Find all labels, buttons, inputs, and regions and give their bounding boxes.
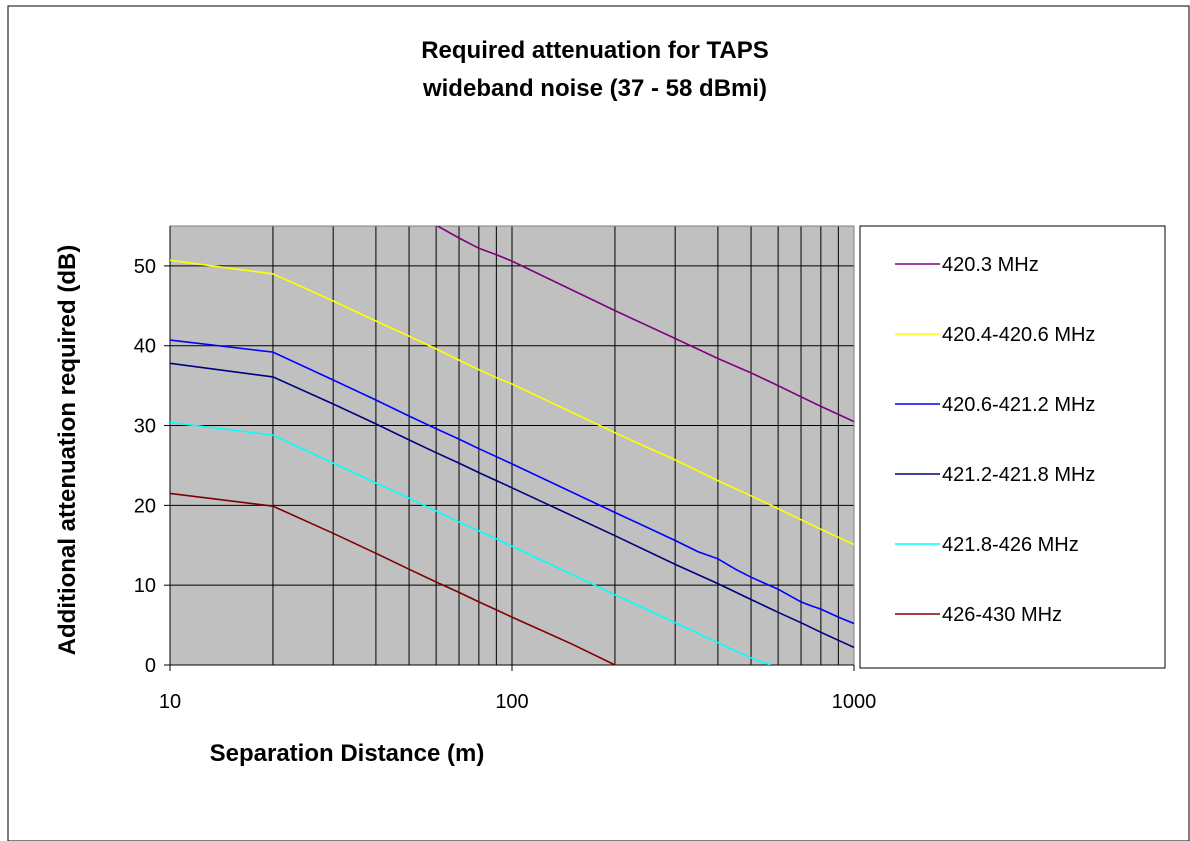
y-tick-label: 40 (134, 336, 156, 358)
y-tick-label: 0 (145, 655, 156, 677)
y-tick-label: 30 (134, 416, 156, 438)
y-tick-label: 20 (134, 495, 156, 517)
legend-label: 420.3 MHz (942, 254, 1039, 276)
series-lines (170, 226, 854, 665)
series-line-3 (170, 339, 854, 625)
x-tick-label: 10 (159, 691, 181, 713)
series-line-2 (170, 259, 854, 546)
series-line-1 (435, 226, 854, 423)
legend-label: 421.2-421.8 MHz (942, 464, 1095, 486)
legend-label: 420.6-421.2 MHz (942, 394, 1095, 416)
legend-label: 420.4-420.6 MHz (942, 324, 1095, 346)
y-axis-label: Additional attenuation required (dB) (54, 245, 81, 656)
axes (164, 226, 855, 671)
chart-subtitle: wideband noise (37 - 58 dBmi) (422, 75, 767, 102)
legend: 420.3 MHz 420.4-420.6 MHz 420.6-421.2 MHz 4… (859, 225, 1166, 669)
legend-label: 421.8-426 MHz (942, 534, 1079, 556)
y-tick-label: 10 (134, 575, 156, 597)
legend-label: 426-430 MHz (942, 604, 1062, 626)
x-axis-label: Separation Distance (m) (210, 740, 485, 767)
series-line-4 (170, 362, 854, 649)
x-tick-label: 100 (495, 691, 528, 713)
y-tick-label: 50 (134, 256, 156, 278)
x-tick-label: 1000 (832, 691, 877, 713)
series-line-6 (170, 492, 616, 665)
gridlines (170, 226, 854, 665)
chart-title: Required attenuation for TAPS (421, 37, 769, 64)
series-line-5 (170, 421, 771, 665)
legend-box (859, 225, 1166, 669)
